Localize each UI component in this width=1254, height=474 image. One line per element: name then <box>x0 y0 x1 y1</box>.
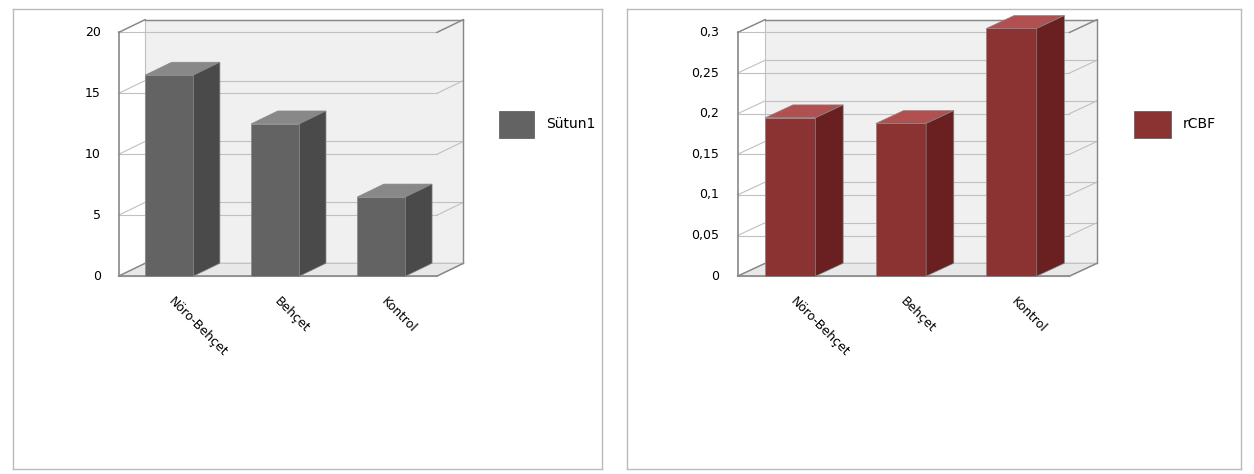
Text: 0,3: 0,3 <box>700 26 720 39</box>
Bar <box>1134 110 1171 138</box>
Text: 10: 10 <box>85 148 100 161</box>
Text: Kontrol: Kontrol <box>379 294 419 335</box>
Polygon shape <box>251 111 326 124</box>
Text: 5: 5 <box>93 209 100 222</box>
Text: 0,2: 0,2 <box>700 107 720 120</box>
Text: Nöro-Behçet: Nöro-Behçet <box>788 294 851 359</box>
Polygon shape <box>875 110 954 123</box>
Bar <box>357 197 405 276</box>
Text: 0: 0 <box>93 270 100 283</box>
Text: rCBF: rCBF <box>1183 118 1216 131</box>
Polygon shape <box>1037 16 1065 276</box>
Polygon shape <box>927 110 954 276</box>
Polygon shape <box>145 19 464 263</box>
Polygon shape <box>300 111 326 276</box>
Polygon shape <box>765 105 843 118</box>
Polygon shape <box>987 16 1065 28</box>
Text: 0,15: 0,15 <box>691 148 720 161</box>
Bar <box>499 110 534 138</box>
Text: 0: 0 <box>711 270 720 283</box>
Text: 15: 15 <box>85 87 100 100</box>
Polygon shape <box>405 184 433 276</box>
Polygon shape <box>145 62 219 75</box>
Bar <box>251 124 300 276</box>
Polygon shape <box>357 184 433 197</box>
Polygon shape <box>119 263 464 276</box>
Bar <box>875 123 927 276</box>
Text: 0,05: 0,05 <box>691 229 720 242</box>
Polygon shape <box>815 105 843 276</box>
Text: 0,1: 0,1 <box>700 189 720 201</box>
Bar <box>765 118 815 276</box>
Text: Nöro-Behçet: Nöro-Behçet <box>166 294 229 359</box>
Text: Behçet: Behçet <box>272 294 312 335</box>
Polygon shape <box>737 263 1097 276</box>
Text: 0,25: 0,25 <box>691 66 720 80</box>
Bar <box>987 28 1037 276</box>
Polygon shape <box>765 19 1097 263</box>
Text: Kontrol: Kontrol <box>1008 294 1048 335</box>
Text: Sütun1: Sütun1 <box>545 118 596 131</box>
Text: Behçet: Behçet <box>898 294 938 335</box>
Bar <box>145 75 193 276</box>
Text: 20: 20 <box>85 26 100 39</box>
Polygon shape <box>193 62 219 276</box>
